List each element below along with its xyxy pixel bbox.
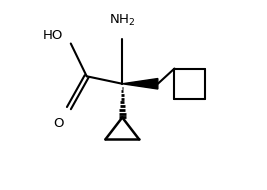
Polygon shape bbox=[122, 78, 158, 89]
Text: O: O bbox=[53, 117, 64, 130]
Text: NH$_2$: NH$_2$ bbox=[109, 13, 135, 28]
Text: HO: HO bbox=[43, 28, 63, 42]
